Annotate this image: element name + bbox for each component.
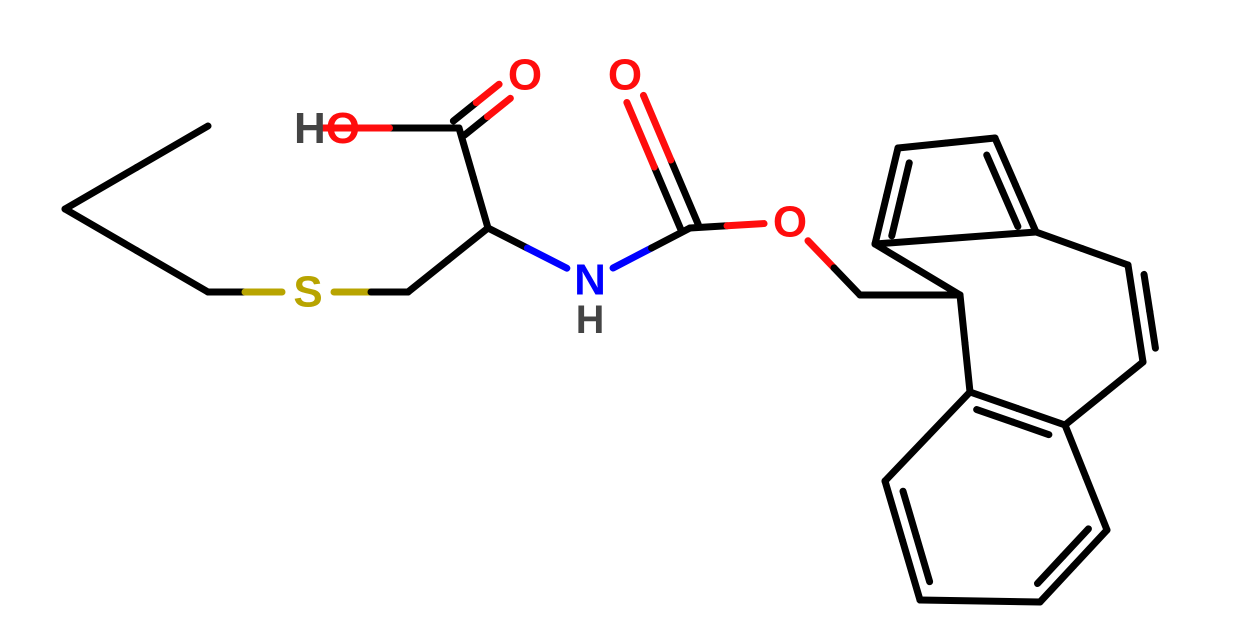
- bond: [1128, 265, 1136, 314]
- bond: [476, 84, 499, 102]
- atom-label: O: [608, 51, 642, 100]
- bond: [980, 601, 1040, 602]
- bond: [947, 138, 996, 143]
- bond: [956, 232, 1037, 238]
- bond: [965, 344, 970, 393]
- bond: [808, 241, 834, 268]
- bond: [987, 155, 1003, 191]
- atom-S4: S: [293, 268, 322, 317]
- atom-O9: O: [508, 51, 542, 100]
- bond: [465, 117, 488, 135]
- bond: [65, 209, 137, 251]
- atom-sub-label: H: [576, 298, 605, 342]
- bond: [834, 268, 860, 295]
- bond: [875, 244, 918, 270]
- bond: [977, 410, 1013, 423]
- atom-O8: HO: [294, 104, 360, 153]
- bond: [1013, 422, 1049, 435]
- bond: [613, 248, 651, 268]
- bond: [1002, 191, 1018, 227]
- bond: [1036, 232, 1082, 249]
- bond: [970, 392, 1018, 409]
- bond: [487, 98, 510, 116]
- bond: [65, 168, 137, 210]
- bond: [901, 163, 910, 199]
- bond: [892, 199, 901, 235]
- bond: [137, 251, 209, 293]
- bond: [137, 126, 209, 168]
- bond: [1065, 425, 1086, 478]
- bond: [488, 228, 527, 248]
- bond: [1150, 311, 1156, 348]
- bond: [690, 226, 727, 228]
- bond: [1086, 478, 1107, 531]
- bond: [727, 224, 764, 226]
- bond: [1104, 362, 1143, 394]
- atom-O12: O: [608, 51, 642, 100]
- bond: [448, 228, 488, 260]
- bond: [918, 270, 961, 296]
- atom-N10: NH: [574, 256, 606, 343]
- molecule-diagram: S HO O NH O O: [0, 0, 1233, 635]
- bond: [1082, 249, 1128, 266]
- bond: [875, 238, 956, 244]
- atom-O13: O: [773, 198, 807, 247]
- bond: [885, 437, 928, 482]
- bond: [960, 295, 965, 344]
- bond: [887, 148, 899, 196]
- bond: [920, 600, 980, 601]
- bond: [408, 260, 448, 292]
- bond: [1144, 274, 1150, 311]
- bond: [1136, 314, 1144, 363]
- bond: [875, 196, 887, 244]
- bond: [916, 536, 929, 581]
- bond: [898, 143, 947, 148]
- bond: [527, 248, 566, 268]
- bond: [928, 392, 971, 437]
- bond: [474, 178, 489, 228]
- atom-label: O: [773, 198, 807, 247]
- bond: [903, 491, 916, 536]
- bond: [453, 103, 476, 121]
- atom-label: O: [508, 51, 542, 100]
- atom-label: HO: [294, 104, 360, 153]
- bond: [1065, 394, 1104, 426]
- atom-label: S: [293, 268, 322, 317]
